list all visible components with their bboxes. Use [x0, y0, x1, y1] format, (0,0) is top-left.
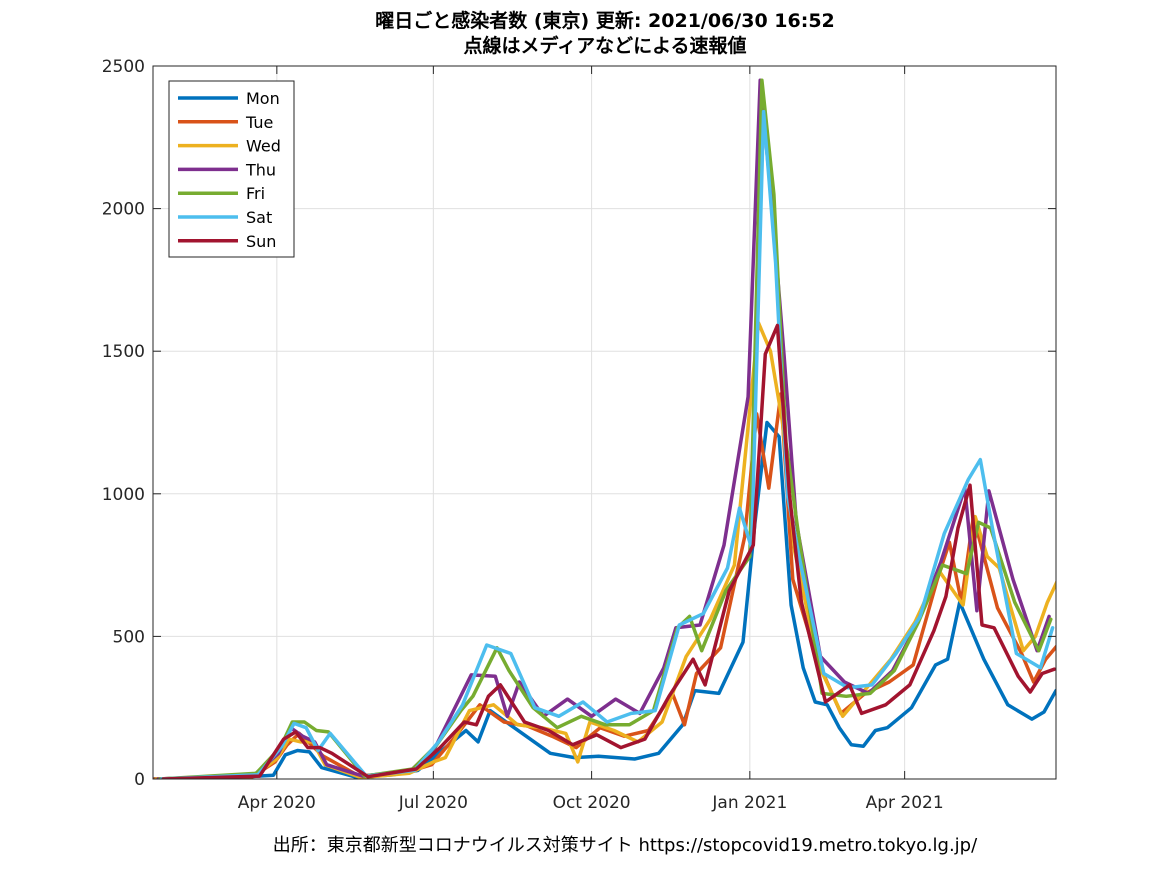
y-tick-label: 500 [113, 627, 145, 647]
legend: Mon Tue Wed Thu Fri Sat Sun [168, 80, 295, 258]
x-tick-label: Oct 2020 [553, 793, 631, 813]
x-tick-label: Apr 2021 [866, 793, 944, 813]
y-tick-label: 1000 [102, 485, 145, 505]
grid [153, 66, 1056, 779]
y-tick-label: 1500 [102, 342, 145, 362]
x-tick-label: Jan 2021 [711, 793, 787, 813]
legend-label-fri: Fri [246, 184, 265, 203]
y-tick-label: 2500 [102, 57, 145, 77]
legend-label-wed: Wed [246, 137, 281, 156]
legend-label-mon: Mon [246, 89, 280, 108]
axis-ticks: 0 500 1000 1500 2000 2500 Apr 2020 Jul 2020 Oct … [102, 57, 1056, 813]
plot-area-frame [152, 65, 1057, 780]
legend-label-sun: Sun [246, 232, 276, 251]
series-line-sun [161, 323, 1056, 779]
series-line-mon [153, 420, 1056, 779]
chart-title: 曜日ごと感染者数 (東京) 更新: 2021/06/30 16:52 [375, 9, 835, 32]
chart-subtitle: 点線はメディアなどによる速報値 [463, 34, 746, 57]
x-tick-label: Apr 2020 [238, 793, 316, 813]
series-lines [153, 78, 1056, 779]
y-tick-label: 2000 [102, 200, 145, 220]
x-tick-label: Jul 2020 [398, 793, 468, 813]
series-line-sat [159, 109, 1055, 779]
y-tick-label: 0 [134, 770, 145, 790]
legend-label-sat: Sat [246, 208, 272, 227]
legend-label-thu: Thu [245, 160, 276, 179]
legend-label-tue: Tue [245, 113, 273, 132]
source-note: 出所：東京都新型コロナウイルス対策サイト https://stopcovid19… [273, 835, 978, 856]
